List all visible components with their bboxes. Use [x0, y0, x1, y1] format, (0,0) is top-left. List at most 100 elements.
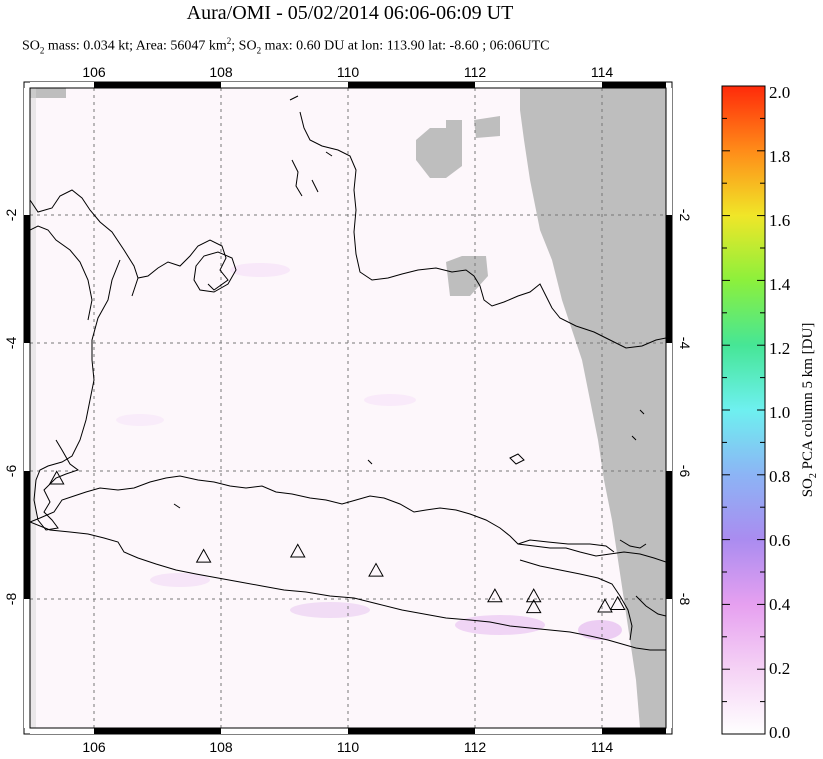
lat-label-left: -6 — [3, 465, 19, 478]
colorbar-label: 0.8 — [769, 467, 790, 486]
subtitle-max-so: ; SO — [231, 38, 257, 54]
frame-seg — [666, 343, 672, 471]
frame-seg — [602, 728, 666, 734]
subtitle-max-sub: 2 — [256, 45, 262, 56]
subtitle-mass: mass: 0.034 kt; Area: 56047 km — [44, 38, 227, 54]
frame-seg — [94, 728, 221, 734]
colorbar-label: 0.6 — [769, 531, 790, 550]
coastlines — [30, 95, 666, 651]
frame-seg — [666, 599, 672, 728]
so2-patch — [230, 263, 290, 277]
lon-label-bottom: 108 — [209, 739, 233, 755]
map-inner-frame — [29, 87, 667, 729]
coastline-madura — [517, 539, 615, 553]
coastline-bali — [635, 595, 666, 617]
lon-label-top: 112 — [464, 64, 487, 80]
colorbar-label: 1.0 — [769, 403, 790, 422]
coastline-sumatra — [30, 189, 229, 531]
lon-label-bottom: 110 — [337, 739, 360, 755]
lat-label-right: -2 — [677, 209, 693, 222]
colorbar-label: 0.4 — [769, 595, 791, 614]
lon-label-top: 110 — [337, 64, 360, 80]
lat-labels-left: -2 -4 -6 -8 — [3, 209, 19, 606]
so2-patch — [364, 394, 416, 406]
frame-seg — [221, 728, 348, 734]
lon-label-top: 108 — [209, 64, 233, 80]
frame-seg — [24, 471, 30, 599]
volcano-marker — [597, 598, 613, 613]
subtitle-so2: SO — [22, 38, 40, 54]
colorbar-label: 2.0 — [769, 83, 790, 102]
colorbar-ticks — [722, 85, 765, 735]
coastline-java-south — [30, 521, 666, 651]
frame-seg — [666, 88, 672, 215]
missing-data-corner — [30, 88, 66, 98]
frame-seg — [24, 343, 30, 471]
volcano-marker — [48, 470, 65, 485]
coastline-kangean — [619, 539, 647, 549]
lon-label-top: 106 — [82, 64, 106, 80]
map-panel: 106 108 110 112 114 106 108 110 112 114 … — [3, 64, 693, 755]
map-subtitle: SO2 mass: 0.034 kt; Area: 56047 km2; SO2… — [22, 36, 550, 55]
volcano-marker — [525, 588, 542, 603]
lon-label-top: 114 — [591, 64, 614, 80]
colorbar-label: 1.2 — [769, 339, 790, 358]
subtitle-so2-sub: 2 — [39, 45, 45, 56]
missing-data-edge — [30, 88, 36, 728]
coastline-bawean — [509, 453, 525, 465]
lat-label-left: -4 — [3, 337, 19, 350]
coastline-small-islands — [173, 151, 645, 509]
colorbar-label: 0.2 — [769, 659, 790, 678]
so2-patch — [150, 573, 210, 587]
missing-data-region — [520, 88, 666, 728]
colorbar-title-sub: 2 — [808, 473, 819, 478]
volcano-marker — [525, 599, 542, 614]
colorbar-title: SO2 PCA column 5 km [DU] — [800, 323, 819, 498]
volcano-marker — [368, 562, 384, 577]
colorbar-label: 1.6 — [769, 211, 790, 230]
colorbar: 2.0 1.8 1.6 1.4 1.2 1.0 0.8 0.6 0.4 0.2 … — [721, 83, 819, 742]
so2-patch — [290, 602, 370, 618]
lat-labels-right: -2 -4 -6 -8 — [677, 209, 693, 606]
frame-seg — [666, 471, 672, 599]
frame-seg — [30, 82, 94, 88]
coastline-bangka — [193, 251, 237, 293]
colorbar-label: 1.4 — [769, 275, 791, 294]
missing-data-patch — [446, 256, 488, 296]
lat-label-right: -6 — [677, 465, 693, 478]
lon-labels-top: 106 108 110 112 114 — [82, 64, 613, 80]
subtitle-area-sup: 2 — [226, 36, 232, 46]
colorbar-title-rest: PCA column 5 km [DU] — [800, 323, 816, 473]
frame-seg — [348, 728, 475, 734]
missing-data-patch — [474, 116, 500, 138]
volcano-marker — [195, 548, 212, 563]
so2-patch — [455, 615, 545, 635]
gridlines — [30, 88, 666, 728]
lat-label-right: -8 — [677, 593, 693, 606]
frame-seg — [94, 82, 221, 88]
frame-seg — [348, 82, 475, 88]
so2-patch — [116, 414, 164, 426]
lat-label-left: -8 — [3, 593, 19, 606]
colorbar-title-so: SO — [800, 478, 816, 497]
lon-labels-bottom: 106 108 110 112 114 — [82, 739, 613, 755]
coastline-east-java-strait — [519, 559, 633, 641]
volcano-marker — [609, 595, 626, 610]
frame-seg — [24, 88, 30, 215]
lon-label-bottom: 112 — [464, 739, 487, 755]
colorbar-label: 1.8 — [769, 147, 790, 166]
frame-seg — [24, 599, 30, 728]
frame-seg — [475, 728, 602, 734]
volcano-marker — [487, 588, 503, 603]
subtitle-max-rest: max: 0.60 DU at lon: 113.90 lat: -8.60 ;… — [261, 38, 550, 54]
lat-label-left: -2 — [3, 209, 19, 222]
frame-seg — [666, 215, 672, 343]
map-title: Aura/OMI - 05/02/2014 06:06-06:09 UT — [186, 2, 514, 24]
lon-label-bottom: 106 — [82, 739, 106, 755]
map-field — [30, 88, 666, 728]
frame-seg — [602, 82, 666, 88]
coastline-kalimantan-west — [291, 159, 319, 197]
frame-seg — [30, 728, 94, 734]
lat-label-right: -4 — [677, 337, 693, 350]
